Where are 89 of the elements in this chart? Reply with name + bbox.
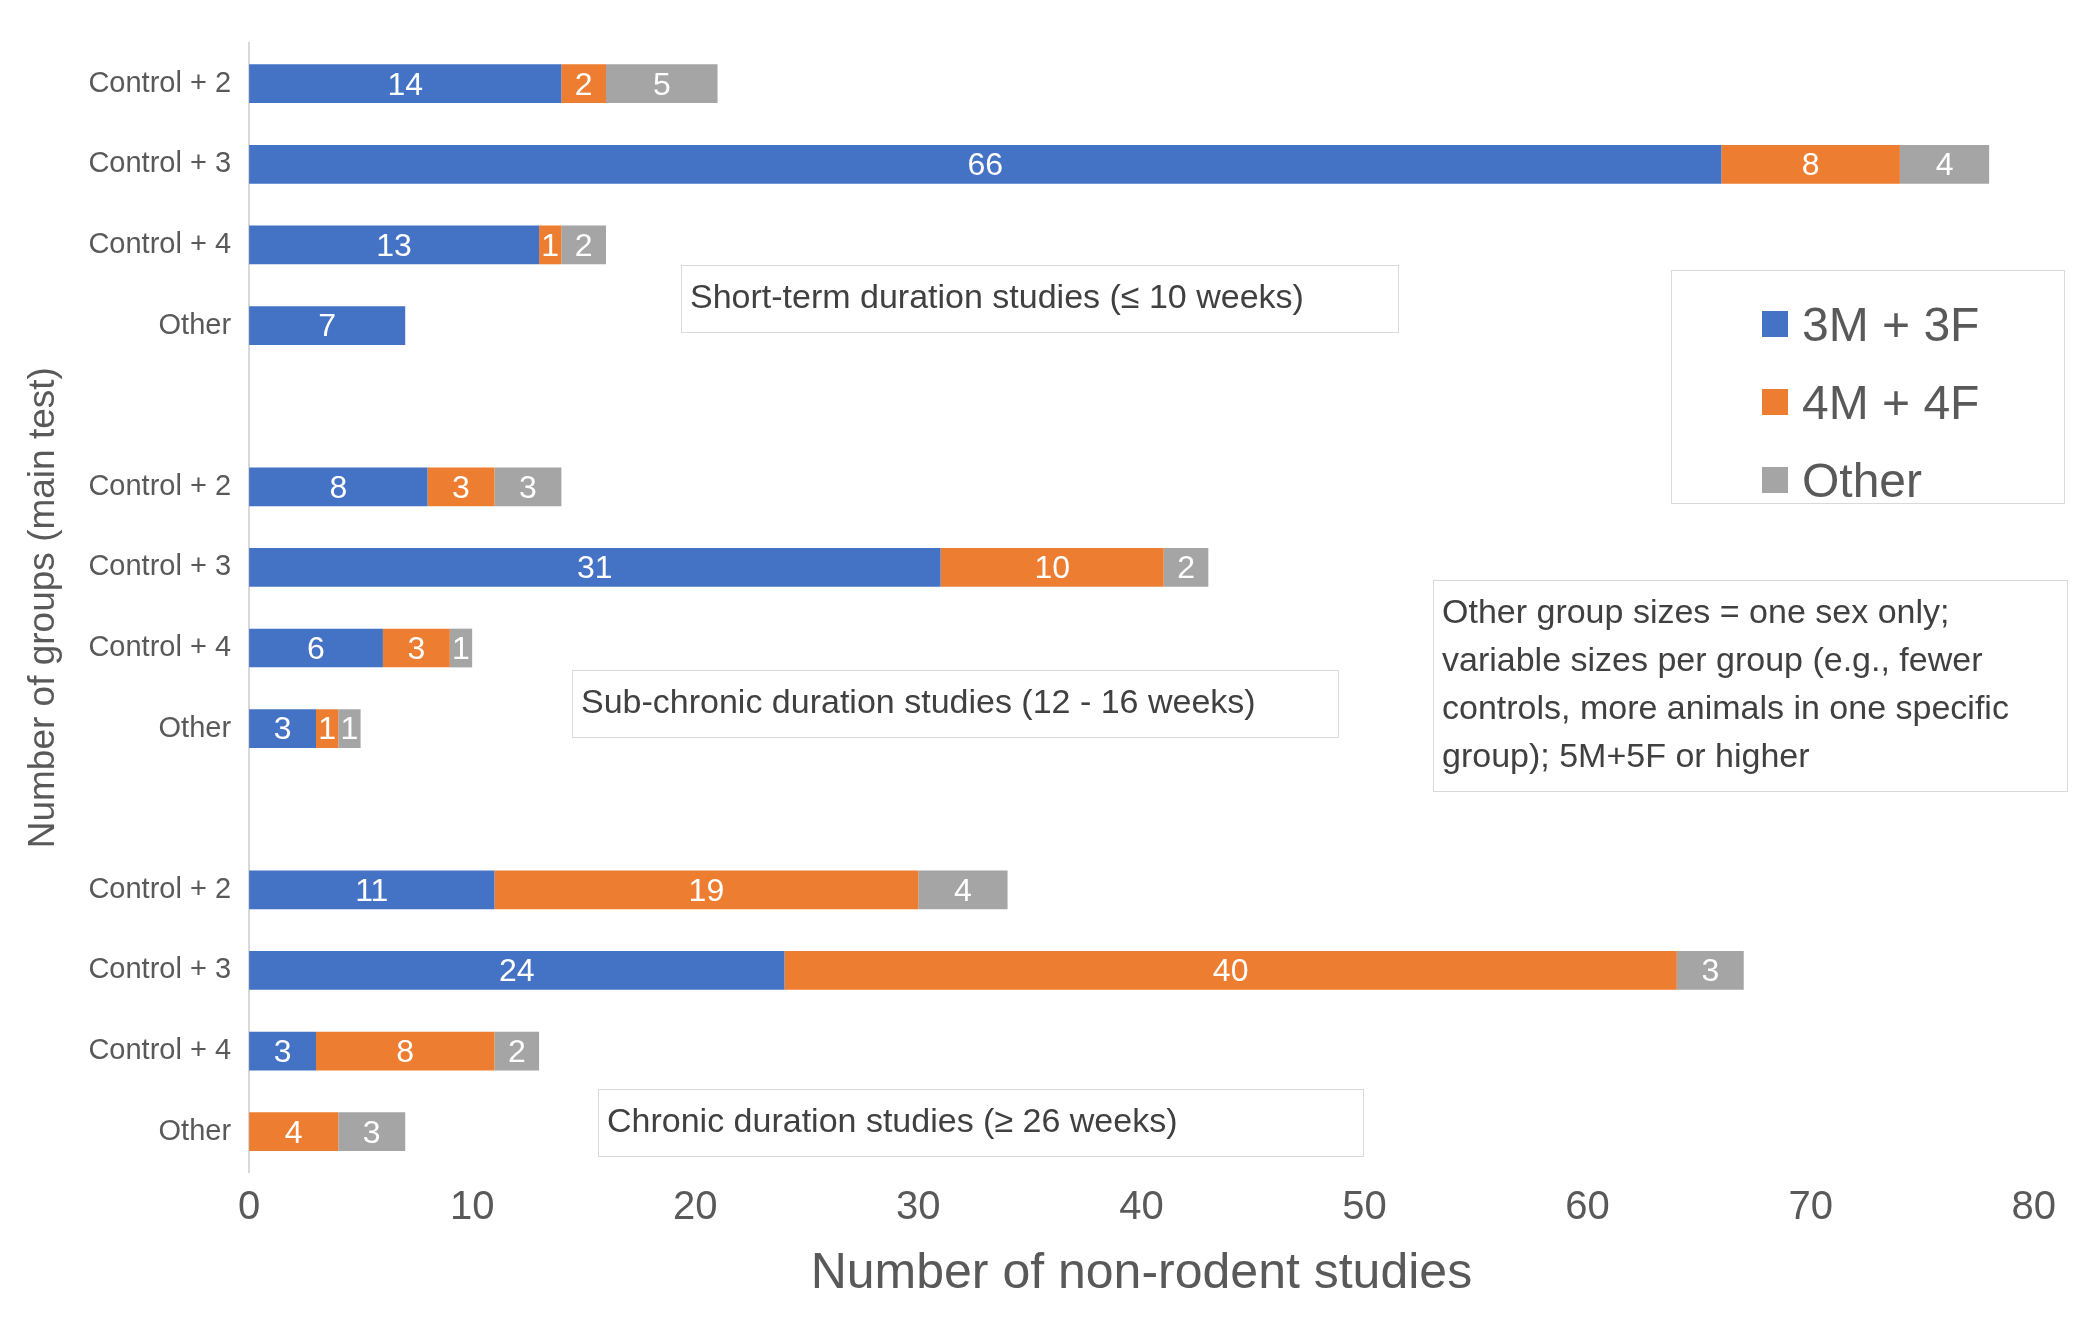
bar xyxy=(561,64,606,104)
y-axis-title: Number of groups (main test) xyxy=(21,367,63,849)
data-label: 3 xyxy=(519,468,537,505)
data-label: 1 xyxy=(340,710,359,747)
x-tick-label: 10 xyxy=(449,1183,495,1228)
data-label: 2 xyxy=(574,65,593,102)
x-tick-label: 20 xyxy=(672,1183,718,1228)
data-label: 8 xyxy=(1801,146,1820,183)
legend-label: 3M + 3F xyxy=(1802,296,1980,352)
data-label: 3 xyxy=(273,710,292,747)
bar xyxy=(249,467,428,507)
text-box: Chronic duration studies (≥ 26 weeks) xyxy=(598,1089,1364,1157)
x-axis-title: Number of non-rodent studies xyxy=(810,1242,1473,1299)
x-tick-label: 40 xyxy=(1119,1183,1164,1228)
data-label: 40 xyxy=(1212,952,1249,989)
text-box: Sub-chronic duration studies (12 - 16 weeks) xyxy=(572,670,1339,738)
bar xyxy=(382,628,450,668)
y-tick-label: Control + 2 xyxy=(88,468,232,501)
text-box: Other group sizes = one sex only; variable sizes per group (e.g., fewer controls, more animals in one specific group); 5M+5F or higher xyxy=(1433,580,2068,792)
legend-label: Other xyxy=(1802,452,1923,508)
y-tick-label: Control + 4 xyxy=(88,630,232,663)
y-tick-label: Control + 3 xyxy=(88,146,232,179)
bar xyxy=(918,870,1008,910)
bar xyxy=(249,306,406,345)
data-label: 8 xyxy=(329,468,348,505)
data-label: 13 xyxy=(376,226,412,263)
data-label: 3 xyxy=(362,1113,381,1150)
data-label: 4 xyxy=(954,871,972,908)
x-tick-label: 70 xyxy=(1788,1183,1833,1228)
data-label: 2 xyxy=(1177,549,1195,586)
y-tick-label: Other xyxy=(158,1113,232,1146)
data-label: 6 xyxy=(307,629,325,666)
bar xyxy=(427,467,495,507)
data-label: 3 xyxy=(273,1032,292,1069)
y-tick-label: Control + 3 xyxy=(88,952,232,985)
data-label: 3 xyxy=(407,629,426,666)
bar xyxy=(338,1112,406,1152)
data-label: 2 xyxy=(507,1032,526,1069)
y-tick-label: Control + 2 xyxy=(88,871,232,904)
data-label: 4 xyxy=(284,1113,303,1150)
bar xyxy=(784,951,1677,990)
x-tick-label: 0 xyxy=(237,1183,261,1228)
bar xyxy=(249,144,1722,184)
x-tick-label: 50 xyxy=(1342,1183,1387,1228)
data-label: 2 xyxy=(574,226,593,263)
bar xyxy=(249,628,383,668)
data-label: 14 xyxy=(387,65,424,102)
data-label: 5 xyxy=(652,65,671,102)
bar xyxy=(606,64,718,104)
bar xyxy=(249,1112,339,1152)
bar xyxy=(249,64,562,104)
y-tick-label: Other xyxy=(158,307,232,340)
data-label: 8 xyxy=(396,1032,415,1069)
data-label: 1 xyxy=(452,629,470,666)
bar xyxy=(1721,144,1900,184)
data-label: 3 xyxy=(452,468,470,505)
y-tick-label: Control + 4 xyxy=(88,1033,232,1066)
bar xyxy=(940,548,1164,587)
bar xyxy=(1676,951,1744,990)
y-tick-label: Control + 2 xyxy=(88,65,232,98)
bar xyxy=(1899,144,1990,184)
y-tick-label: Control + 3 xyxy=(88,549,232,582)
bar xyxy=(249,870,495,910)
legend-label: 4M + 4F xyxy=(1802,374,1980,430)
x-tick-label: 80 xyxy=(2011,1183,2056,1228)
y-tick-label: Control + 4 xyxy=(88,226,232,259)
data-label: 19 xyxy=(688,871,725,908)
x-tick-label: 60 xyxy=(1565,1183,1610,1228)
data-label: 3 xyxy=(1701,952,1720,989)
bar xyxy=(249,1031,316,1071)
data-label: 31 xyxy=(577,549,613,586)
data-label: 11 xyxy=(355,871,389,908)
data-label: 24 xyxy=(498,952,535,989)
data-label: 7 xyxy=(318,307,337,344)
data-label: 4 xyxy=(1935,146,1954,183)
data-label: 1 xyxy=(318,710,337,747)
bar xyxy=(249,225,540,265)
text-box: Short-term duration studies (≤ 10 weeks) xyxy=(681,265,1399,333)
bar xyxy=(494,870,919,910)
data-label: 66 xyxy=(967,146,1004,183)
data-label: 10 xyxy=(1034,549,1070,586)
bar xyxy=(494,467,562,507)
data-label: 1 xyxy=(541,226,560,263)
bar xyxy=(249,548,941,587)
x-tick-label: 30 xyxy=(896,1183,941,1228)
bar xyxy=(249,709,316,748)
y-tick-label: Other xyxy=(158,710,232,743)
bar xyxy=(249,951,785,990)
bar xyxy=(315,1031,495,1071)
